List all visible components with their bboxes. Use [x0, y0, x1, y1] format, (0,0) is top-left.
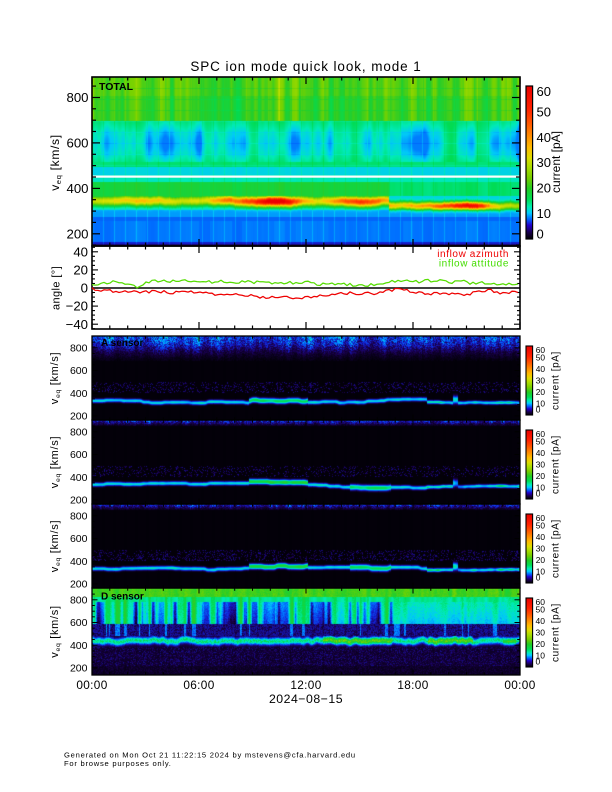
svg-text:20: 20: [537, 181, 551, 196]
svg-text:600: 600: [70, 617, 88, 629]
svg-text:veq [km/s]: veq [km/s]: [49, 605, 62, 657]
svg-text:30: 30: [537, 155, 551, 170]
svg-text:0: 0: [536, 573, 541, 583]
svg-text:400: 400: [70, 640, 88, 652]
svg-text:800: 800: [66, 90, 88, 105]
svg-text:50: 50: [536, 604, 546, 614]
svg-text:inflow azimuth: inflow azimuth: [437, 249, 509, 260]
svg-text:veq [km/s]: veq [km/s]: [49, 352, 62, 404]
svg-text:06:00: 06:00: [183, 678, 214, 692]
svg-text:400: 400: [66, 181, 88, 196]
svg-text:20: 20: [536, 387, 546, 397]
svg-text:12:00: 12:00: [290, 678, 321, 692]
svg-text:20: 20: [536, 639, 546, 649]
svg-text:current [pA]: current [pA]: [551, 351, 562, 410]
svg-text:40: 40: [536, 532, 546, 542]
svg-text:800: 800: [70, 595, 88, 607]
svg-text:00:00: 00:00: [504, 678, 535, 692]
svg-text:−40: −40: [66, 317, 88, 332]
svg-text:60: 60: [536, 429, 546, 439]
svg-text:60: 60: [536, 345, 546, 355]
svg-text:10: 10: [536, 567, 546, 577]
svg-text:For browse purposes only.: For browse purposes only.: [64, 759, 172, 768]
svg-text:SPC ion mode quick look, mode: SPC ion mode quick look, mode 1: [190, 59, 421, 74]
svg-text:40: 40: [537, 130, 551, 145]
svg-text:TOTAL: TOTAL: [99, 81, 134, 93]
svg-text:50: 50: [536, 437, 546, 447]
svg-text:veq [km/s]: veq [km/s]: [49, 436, 62, 488]
svg-text:600: 600: [70, 533, 88, 545]
svg-text:30: 30: [536, 544, 546, 554]
svg-text:veq [km/s]: veq [km/s]: [48, 134, 63, 191]
svg-text:600: 600: [66, 136, 88, 151]
svg-text:200: 200: [70, 663, 88, 675]
svg-text:200: 200: [70, 579, 88, 591]
svg-text:200: 200: [70, 495, 88, 507]
svg-text:60: 60: [536, 597, 546, 607]
svg-text:10: 10: [537, 206, 551, 221]
svg-text:current [pA]: current [pA]: [551, 603, 562, 662]
svg-text:20: 20: [73, 263, 88, 278]
svg-text:current [pA]: current [pA]: [551, 435, 562, 494]
svg-text:400: 400: [70, 472, 88, 484]
svg-text:60: 60: [536, 513, 546, 523]
svg-text:800: 800: [70, 343, 88, 355]
svg-text:600: 600: [70, 365, 88, 377]
svg-text:200: 200: [66, 226, 88, 241]
svg-text:30: 30: [536, 376, 546, 386]
svg-text:400: 400: [70, 556, 88, 568]
svg-text:18:00: 18:00: [397, 678, 428, 692]
svg-text:400: 400: [70, 388, 88, 400]
svg-text:0: 0: [537, 227, 544, 242]
svg-text:A sensor: A sensor: [101, 338, 144, 349]
svg-text:30: 30: [536, 627, 546, 637]
svg-text:D sensor: D sensor: [101, 592, 144, 603]
svg-text:00:00: 00:00: [76, 678, 107, 692]
svg-text:20: 20: [536, 471, 546, 481]
svg-text:200: 200: [70, 411, 88, 423]
svg-text:0: 0: [536, 489, 541, 499]
svg-text:60: 60: [537, 84, 551, 99]
svg-text:veq [km/s]: veq [km/s]: [49, 520, 62, 572]
svg-text:50: 50: [536, 521, 546, 531]
svg-text:10: 10: [536, 650, 546, 660]
svg-text:40: 40: [536, 616, 546, 626]
svg-text:angle [°]: angle [°]: [51, 266, 63, 310]
svg-text:800: 800: [70, 511, 88, 523]
svg-text:2024−08−15: 2024−08−15: [269, 692, 343, 706]
svg-text:800: 800: [70, 427, 88, 439]
svg-text:30: 30: [536, 460, 546, 470]
svg-text:inflow attitude: inflow attitude: [439, 258, 509, 269]
svg-text:40: 40: [73, 244, 88, 259]
svg-text:600: 600: [70, 449, 88, 461]
svg-text:10: 10: [536, 399, 546, 409]
svg-text:Generated on Mon Oct 21 11:22:: Generated on Mon Oct 21 11:22:15 2024 by…: [64, 751, 356, 760]
svg-text:40: 40: [536, 448, 546, 458]
svg-text:20: 20: [536, 555, 546, 565]
svg-text:40: 40: [536, 364, 546, 374]
svg-text:0: 0: [536, 405, 541, 415]
svg-text:−20: −20: [66, 299, 88, 314]
svg-text:0: 0: [536, 656, 541, 666]
svg-text:current [pA]: current [pA]: [549, 131, 563, 193]
svg-text:50: 50: [537, 104, 551, 119]
svg-text:current [pA]: current [pA]: [551, 519, 562, 578]
svg-text:0: 0: [81, 281, 88, 296]
svg-text:50: 50: [536, 353, 546, 363]
svg-text:10: 10: [536, 483, 546, 493]
